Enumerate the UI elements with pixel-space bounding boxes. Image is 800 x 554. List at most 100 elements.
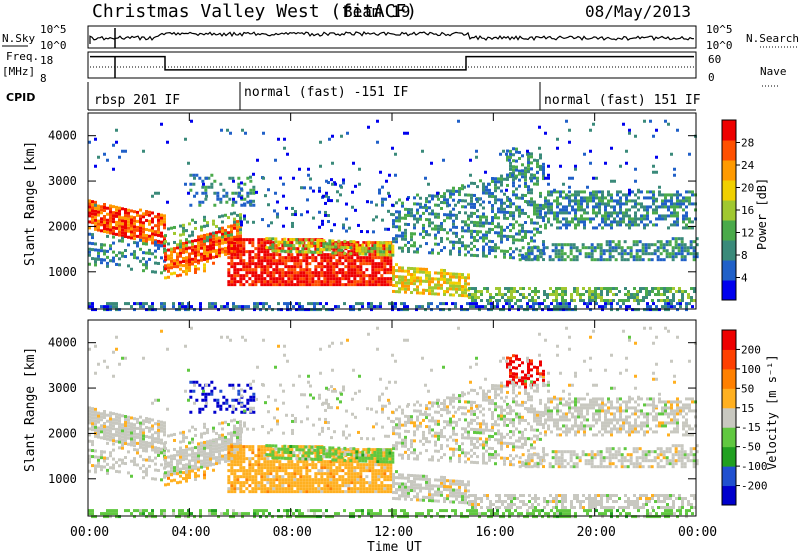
power-cell	[536, 206, 539, 210]
power-cell	[130, 252, 133, 256]
velocity-cell	[221, 445, 224, 449]
power-cell	[482, 215, 485, 219]
power-cell	[112, 143, 115, 147]
velocity-cell	[103, 410, 106, 414]
power-cell	[374, 277, 378, 281]
power-cell	[287, 274, 291, 278]
power-cell	[431, 209, 434, 213]
power-cell	[623, 258, 627, 262]
velocity-cell	[100, 418, 103, 422]
power-cell	[419, 282, 422, 286]
power-cell	[533, 206, 536, 210]
power-cell	[509, 155, 512, 159]
power-cell	[400, 308, 403, 312]
power-cell	[600, 293, 603, 297]
power-cell	[512, 256, 515, 260]
power-cell	[118, 206, 121, 210]
power-cell	[88, 208, 91, 212]
power-cell	[436, 305, 439, 309]
power-cell	[607, 217, 610, 221]
velocity-cell	[257, 460, 261, 464]
power-cell	[115, 211, 118, 215]
power-cell	[358, 167, 361, 171]
power-cell	[568, 176, 571, 180]
power-cell	[356, 283, 360, 287]
power-cell	[164, 264, 167, 268]
velocity-cell	[329, 463, 333, 467]
power-cell	[475, 149, 478, 153]
power-cell	[305, 274, 309, 278]
power-cell	[139, 208, 142, 212]
power-cell	[536, 255, 540, 259]
velocity-cell	[359, 472, 363, 476]
power-cell	[574, 223, 577, 227]
power-cell	[362, 241, 366, 245]
velocity-cell	[91, 428, 94, 432]
velocity-cell	[356, 448, 360, 452]
velocity-cell	[163, 421, 166, 425]
power-cell	[398, 219, 401, 223]
velocity-cell	[308, 475, 312, 479]
power-cell	[616, 223, 619, 227]
power-cell	[482, 245, 485, 249]
velocity-cell	[329, 490, 333, 494]
colorbar-swatch	[722, 140, 736, 161]
velocity-cell	[127, 424, 130, 428]
power-cell	[502, 305, 505, 309]
power-cell	[204, 197, 208, 201]
power-cell	[648, 290, 651, 294]
power-cell	[205, 194, 208, 198]
power-cell	[353, 253, 357, 257]
power-cell	[145, 210, 148, 214]
velocity-cell	[248, 475, 252, 479]
power-cell	[574, 226, 577, 230]
power-cell	[235, 305, 238, 309]
power-cell	[167, 248, 170, 252]
power-cell	[553, 190, 556, 194]
power-cell	[618, 290, 621, 294]
power-cell	[610, 199, 613, 203]
power-cell	[133, 210, 136, 214]
power-cell	[239, 228, 242, 232]
power-cell	[563, 252, 567, 256]
power-cell	[233, 211, 236, 215]
power-cell	[577, 220, 580, 224]
velocity-cell	[278, 460, 282, 464]
power-cell	[377, 265, 381, 269]
power-cell	[148, 228, 151, 232]
power-cell	[94, 257, 97, 261]
power-cell	[324, 213, 327, 217]
power-cell	[215, 233, 218, 237]
power-cell	[112, 217, 115, 221]
power-cell	[151, 305, 154, 309]
velocity-cell	[185, 479, 188, 483]
power-cell	[199, 302, 202, 306]
power-cell	[470, 181, 473, 185]
velocity-cell	[185, 451, 188, 455]
power-cell	[481, 305, 484, 309]
power-cell	[179, 239, 182, 243]
power-ylabel: Slant Range [km]	[23, 141, 38, 266]
power-cell	[239, 241, 243, 245]
power-cell	[355, 246, 359, 250]
power-cell	[239, 247, 243, 251]
power-cell	[230, 236, 233, 240]
velocity-cell	[176, 459, 179, 463]
power-cell	[118, 218, 121, 222]
power-cell	[329, 283, 333, 287]
noise-lines	[89, 28, 695, 48]
power-cell	[506, 234, 509, 238]
power-cell	[326, 259, 330, 263]
power-cell	[167, 257, 170, 261]
power-cell	[318, 189, 321, 193]
velocity-cell	[305, 487, 309, 491]
power-cell	[263, 283, 267, 287]
power-cell	[306, 198, 309, 202]
power-cell	[509, 167, 512, 171]
power-cell	[188, 246, 191, 250]
power-cell	[543, 290, 546, 294]
velocity-cell	[359, 484, 363, 488]
power-cell	[530, 197, 533, 201]
velocity-cell	[272, 487, 276, 491]
power-cell	[639, 290, 642, 294]
